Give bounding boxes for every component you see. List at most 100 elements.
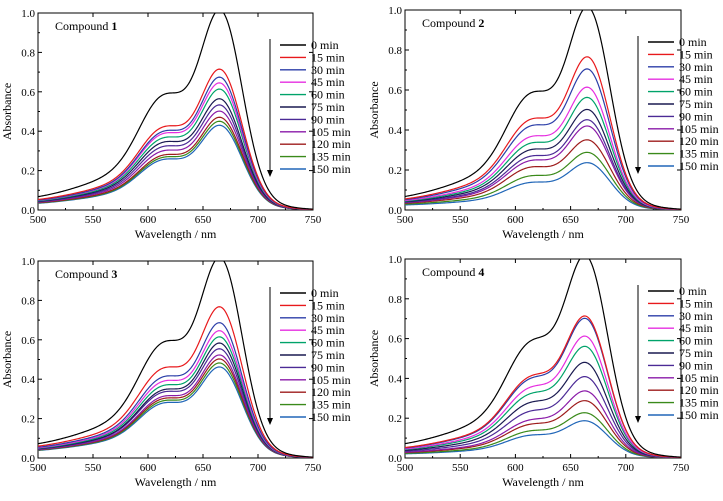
series-line-60-min (405, 345, 681, 458)
arrow-down-icon (267, 170, 273, 177)
legend-entry: 90 min (679, 358, 713, 372)
y-tick-label: 0.2 (21, 414, 35, 426)
series-line-0-min (38, 13, 313, 210)
plot-frame (404, 258, 682, 459)
y-tick-label: 0.4 (21, 126, 35, 138)
series-line-90-min (405, 376, 681, 458)
y-tick-label: 0.8 (21, 295, 35, 307)
panel-title-prefix: Compound (422, 265, 478, 279)
y-tick-label: 1.0 (21, 256, 35, 268)
x-tick-label: 600 (140, 214, 157, 226)
x-tick-label: 650 (195, 214, 212, 226)
legend-entry: 75 min (679, 97, 713, 111)
x-tick-label: 600 (507, 462, 524, 474)
x-axis-label: Wavelength / nm (502, 227, 584, 241)
y-tick-label: 0.8 (388, 45, 402, 57)
legend-entry: 60 min (679, 85, 713, 99)
panel-title: Compound 3 (55, 267, 117, 281)
legend-entry: 45 min (679, 321, 713, 335)
legend-entry: 90 min (679, 109, 713, 123)
y-tick-label: 0.8 (21, 47, 35, 59)
series-line-150-min (405, 162, 681, 210)
x-tick-label: 600 (140, 462, 157, 474)
series-line-135-min (405, 412, 681, 458)
series-line-60-min (405, 96, 681, 210)
panel-title-number: 4 (478, 265, 484, 279)
series-line-0-min (38, 261, 313, 458)
panel-title-prefix: Compound (422, 16, 478, 30)
legend-entry: 105 min (311, 125, 351, 139)
series-group (38, 13, 313, 210)
series-line-0-min (405, 10, 681, 210)
series-line-75-min (405, 108, 681, 210)
legend-entry: 105 min (679, 371, 719, 385)
legend-entry: 150 min (679, 408, 719, 422)
legend-entry: 135 min (679, 147, 719, 161)
legend-entry: 120 min (311, 137, 351, 151)
series-line-15-min (38, 68, 313, 210)
series-line-30-min (405, 317, 681, 458)
x-tick-label: 550 (452, 214, 469, 226)
legend-entry: 135 min (679, 396, 719, 410)
series-line-15-min (405, 315, 681, 458)
legend-entry: 15 min (311, 50, 345, 64)
series-line-120-min (405, 139, 681, 210)
legend-entry: 150 min (311, 410, 351, 424)
series-line-15-min (405, 56, 681, 210)
legend-entry: 60 min (679, 334, 713, 348)
x-tick-label: 700 (250, 462, 267, 474)
x-tick-label: 700 (250, 214, 267, 226)
legend-entry: 135 min (311, 398, 351, 412)
x-tick-label: 750 (305, 214, 322, 226)
y-tick-label: 0.0 (388, 205, 402, 217)
x-tick-label: 700 (618, 214, 635, 226)
legend-entry: 120 min (679, 134, 719, 148)
legend-entry: 120 min (311, 385, 351, 399)
panel-title-number: 1 (111, 19, 117, 33)
y-tick-label: 1.0 (388, 5, 402, 17)
x-tick-label: 550 (85, 462, 102, 474)
panel-title-number: 3 (111, 267, 117, 281)
legend-entry: 15 min (311, 298, 345, 312)
y-tick-label: 0.8 (388, 294, 402, 306)
y-tick-label: 0.0 (21, 205, 35, 217)
arrow-down-icon (267, 418, 273, 425)
legend-entry: 15 min (679, 47, 713, 61)
legend-entry: 0 min (679, 35, 707, 49)
y-tick-label: 0.0 (388, 453, 402, 465)
y-tick-label: 0.6 (21, 87, 35, 99)
panel-title-prefix: Compound (55, 267, 111, 281)
x-tick-label: 550 (85, 214, 102, 226)
series-group (38, 261, 313, 458)
y-tick-label: 0.4 (388, 125, 402, 137)
legend-entry: 0 min (311, 38, 339, 52)
y-tick-label: 0.4 (388, 373, 402, 385)
x-axis-label: Wavelength / nm (502, 475, 584, 489)
series-line-30-min (38, 322, 313, 458)
arrow-down-icon (635, 416, 641, 423)
legend-entry: 105 min (679, 122, 719, 136)
series-line-60-min (38, 88, 313, 210)
legend-entry: 0 min (679, 284, 707, 298)
x-tick-label: 500 (397, 214, 414, 226)
legend-entry: 60 min (311, 88, 345, 102)
legend-entry: 75 min (311, 100, 345, 114)
y-tick-label: 0.6 (388, 334, 402, 346)
legend-entry: 75 min (311, 348, 345, 362)
x-tick-label: 500 (30, 462, 47, 474)
y-tick-label: 1.0 (21, 8, 35, 20)
series-line-120-min (405, 400, 681, 458)
y-tick-label: 0.4 (21, 374, 35, 386)
series-line-45-min (405, 86, 681, 210)
panel-title-number: 2 (478, 16, 484, 30)
plot-frame (37, 12, 314, 211)
x-tick-label: 750 (673, 462, 690, 474)
legend-entry: 45 min (311, 75, 345, 89)
y-tick-label: 0.6 (388, 85, 402, 97)
y-axis-label: Absorbance (367, 81, 381, 138)
panel-title: Compound 1 (55, 19, 117, 33)
